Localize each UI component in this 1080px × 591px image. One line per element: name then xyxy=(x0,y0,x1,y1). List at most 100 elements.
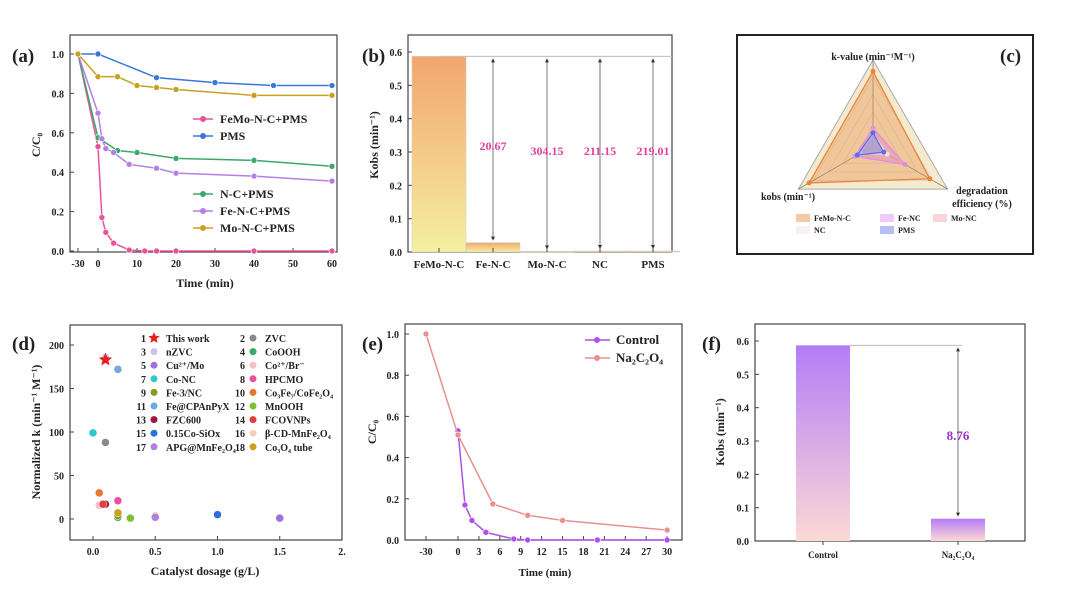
x-tick-label: 6 xyxy=(497,547,502,558)
ratio-label: 219.01 xyxy=(637,144,670,158)
x-axis-title: Time (min) xyxy=(176,276,233,290)
x-tick-label: 3 xyxy=(476,547,481,558)
radar-axis-label: efficiency (%) xyxy=(952,199,1012,210)
data-point xyxy=(328,82,336,89)
legend-label: Co₃Fe₇/CoFe₂O₄ xyxy=(265,388,333,399)
plot-frame xyxy=(69,34,338,253)
data-point xyxy=(110,239,117,247)
x-tick-label: 0 xyxy=(456,547,461,558)
x-axis-title: Catalyst dosage (g/L) xyxy=(151,564,260,578)
legend-label: This work xyxy=(166,334,210,345)
y-tick-label: 0.4 xyxy=(390,115,403,126)
y-tick-label: 0.8 xyxy=(52,89,65,100)
legend-label: PMS xyxy=(898,226,915,235)
y-tick-label: 0.0 xyxy=(737,537,750,548)
data-point xyxy=(172,169,180,177)
plot-frame xyxy=(754,323,1026,542)
data-point xyxy=(153,247,160,255)
series-line xyxy=(425,333,668,531)
legend-number: 18 xyxy=(235,443,245,454)
legend-marker xyxy=(249,375,257,383)
arrow-head xyxy=(545,58,549,63)
radar-point xyxy=(806,180,812,186)
panel-label: (e) xyxy=(362,334,383,355)
data-point xyxy=(126,513,135,523)
data-point xyxy=(113,508,123,518)
data-point xyxy=(113,365,123,374)
series-line xyxy=(77,53,333,182)
data-point xyxy=(153,74,160,81)
radar-point xyxy=(854,152,860,158)
legend-number: 2 xyxy=(240,334,245,345)
radar-point xyxy=(870,68,876,74)
data-point xyxy=(141,247,149,255)
x-tick-label: 20 xyxy=(171,259,181,270)
ratio-label: 304.15 xyxy=(531,144,564,158)
arrow-head xyxy=(956,512,960,517)
y-axis-title: Kobs (min⁻¹) xyxy=(713,398,727,466)
legend-marker xyxy=(150,375,158,383)
legend-marker xyxy=(594,337,600,343)
legend-star xyxy=(148,332,160,343)
data-point xyxy=(461,501,469,509)
data-point xyxy=(172,247,180,255)
series-line xyxy=(78,53,332,87)
y-tick-label: 0.2 xyxy=(390,181,403,192)
x-tick-label: 21 xyxy=(599,547,609,558)
legend-label: Mo-N-C+PMS xyxy=(220,221,295,235)
legend-label: Fe-3/NC xyxy=(166,388,202,399)
data-point xyxy=(94,143,102,150)
arrow-head xyxy=(651,245,655,250)
data-point xyxy=(102,228,110,236)
x-tick-label: 27 xyxy=(641,547,651,558)
data-point xyxy=(98,499,108,509)
x-tick-label: 40 xyxy=(249,259,259,270)
arrow-head xyxy=(651,58,655,63)
data-point xyxy=(94,109,102,117)
legend-number: 14 xyxy=(235,416,245,427)
legend-number: 8 xyxy=(240,375,245,386)
x-tick-label: 9 xyxy=(518,547,523,558)
legend-label: ZVC xyxy=(265,334,286,345)
data-point xyxy=(328,247,336,255)
y-tick-label: 0.6 xyxy=(737,337,750,348)
legend-label: Fe-N-C+PMS xyxy=(220,204,290,218)
ratio-label: 20.67 xyxy=(480,139,507,153)
data-point xyxy=(153,164,160,172)
legend-number: 9 xyxy=(141,388,146,399)
data-point xyxy=(524,511,532,519)
legend-swatch xyxy=(796,226,810,234)
y-tick-label: 150 xyxy=(49,385,64,396)
x-tick-label: 2. xyxy=(338,547,346,558)
legend-number: 17 xyxy=(136,443,146,454)
ratio-label: 211.15 xyxy=(584,144,616,158)
legend-label: Control xyxy=(616,332,659,347)
ratio-label: 8.76 xyxy=(947,428,970,443)
legend-label: Fe-NC xyxy=(898,214,921,223)
panel-label: (c) xyxy=(1000,46,1021,67)
y-axis-title: Kobs (min⁻¹) xyxy=(367,111,381,179)
radar-axis-label: k-value (min⁻¹M⁻¹) xyxy=(831,52,915,63)
star-marker xyxy=(98,352,113,366)
data-point xyxy=(125,161,133,168)
y-tick-label: 0.2 xyxy=(52,208,65,219)
legend-marker xyxy=(249,402,257,410)
data-point xyxy=(74,50,82,58)
arrow-head xyxy=(491,236,495,241)
legend-label: Cu²⁺/Mo xyxy=(166,361,204,372)
data-point xyxy=(172,86,180,93)
data-point xyxy=(422,330,430,338)
data-point xyxy=(133,82,141,89)
x-tick-label: 30 xyxy=(210,259,220,270)
data-point xyxy=(133,149,141,156)
legend-marker xyxy=(249,416,257,424)
legend-label: Co²⁺/Br⁻ xyxy=(265,361,305,372)
radar-axis-label: kobs (min⁻¹) xyxy=(761,192,815,203)
legend-label: CoOOH xyxy=(265,348,301,359)
legend-number: 12 xyxy=(235,402,245,413)
radar-point xyxy=(870,130,876,136)
arrow-head xyxy=(956,347,960,352)
legend-marker xyxy=(594,355,600,361)
y-tick-label: 0.2 xyxy=(737,470,750,481)
y-tick-label: 0.0 xyxy=(387,536,400,547)
